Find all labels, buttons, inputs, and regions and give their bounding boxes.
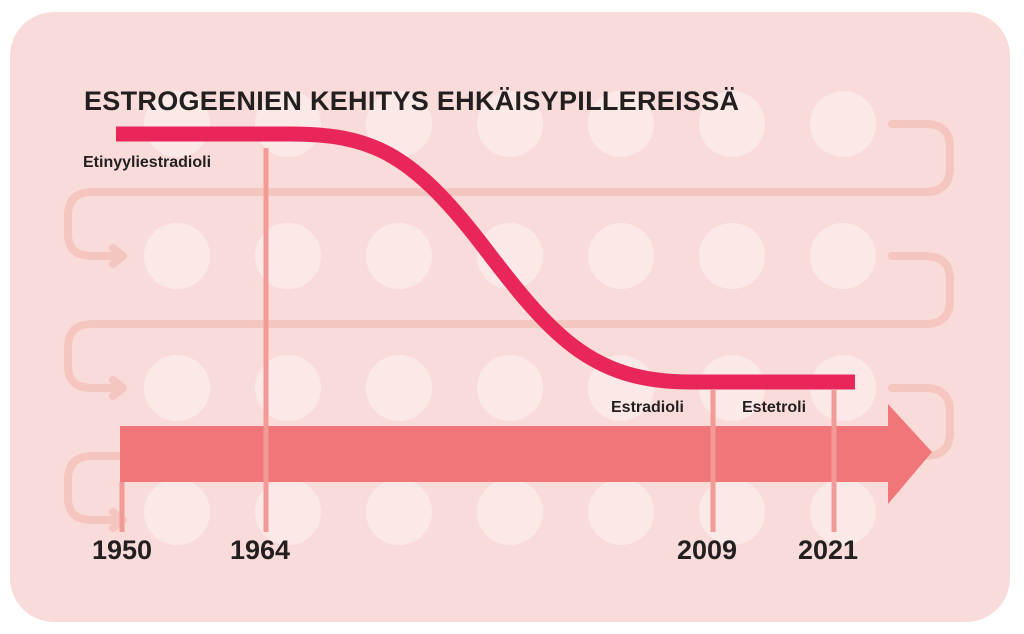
year-2009: 2009 — [677, 535, 738, 565]
pill-1-7 — [810, 91, 876, 157]
pill-2-2 — [255, 223, 321, 289]
pill-1-3 — [366, 91, 432, 157]
pill-2-7 — [810, 223, 876, 289]
year-2021: 2021 — [798, 535, 859, 565]
track-arrow-row3 — [109, 376, 127, 400]
pill-2-3 — [366, 223, 432, 289]
label-etinyyliestradioli: Etinyyliestradioli — [83, 154, 212, 171]
pill-1-6 — [699, 91, 765, 157]
diagram-card: ESTROGEENIEN KEHITYS EHKÄISYPILLEREISSÄ … — [10, 12, 1010, 622]
year-1964: 1964 — [230, 535, 291, 565]
track-arrow-row2 — [109, 244, 127, 268]
timeline-arrow — [120, 404, 932, 504]
year-markers — [119, 148, 837, 532]
pill-4-5 — [588, 479, 654, 545]
pill-4-1 — [144, 479, 210, 545]
track-row2 — [64, 252, 954, 392]
pill-1-5 — [588, 91, 654, 157]
pill-2-1 — [144, 223, 210, 289]
label-estradioli: Estradioli — [611, 399, 684, 416]
pill-2-5 — [588, 223, 654, 289]
pill-2-6 — [699, 223, 765, 289]
pill-1-4 — [477, 91, 543, 157]
pill-3-3 — [366, 355, 432, 421]
label-estetroli: Estetroli — [742, 399, 807, 416]
diagram-title: ESTROGEENIEN KEHITYS EHKÄISYPILLEREISSÄ — [84, 86, 740, 116]
year-1950: 1950 — [92, 535, 153, 565]
pill-3-2 — [255, 355, 321, 421]
pill-3-4 — [477, 355, 543, 421]
pill-4-7 — [810, 479, 876, 545]
pill-2-4 — [477, 223, 543, 289]
pill-4-2 — [255, 479, 321, 545]
pill-3-1 — [144, 355, 210, 421]
pill-4-4 — [477, 479, 543, 545]
estrogen-curve — [116, 126, 855, 390]
track-row1 — [64, 120, 954, 260]
pill-4-3 — [366, 479, 432, 545]
diagram-canvas — [10, 12, 1010, 622]
